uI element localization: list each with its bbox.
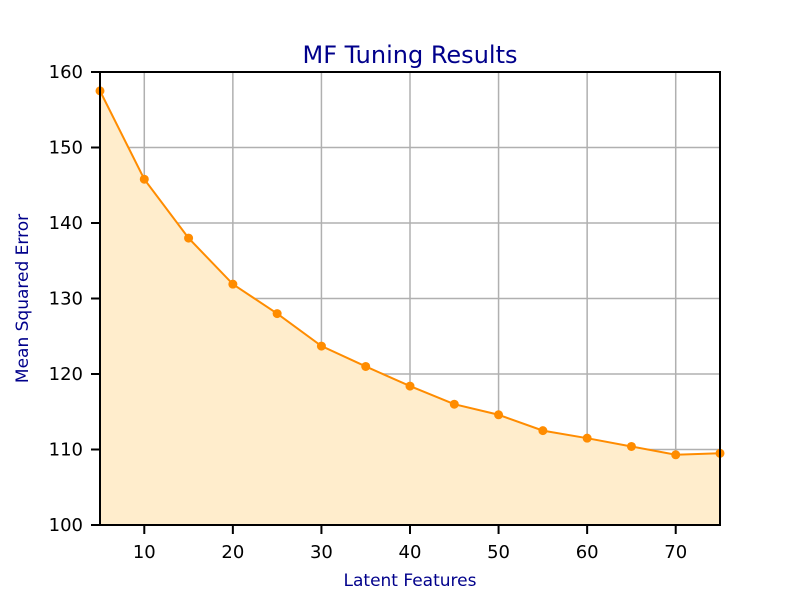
y-tick-label: 130: [49, 289, 83, 310]
area-fill: [100, 90, 720, 525]
ticks: 10 20 30 40 50 60 70 100 110 120 130 140 150 160: [49, 62, 688, 563]
data-point: [405, 381, 415, 391]
x-tick-label: 30: [310, 542, 333, 563]
data-point: [671, 450, 681, 460]
data-point: [361, 361, 371, 371]
y-tick-label: 110: [49, 440, 83, 461]
data-point: [494, 410, 504, 420]
x-tick-label: 20: [221, 542, 244, 563]
x-tick-label: 10: [133, 542, 156, 563]
data-point: [272, 309, 282, 319]
data-point: [582, 433, 592, 443]
x-tick-label: 60: [576, 542, 599, 563]
data-point: [626, 441, 636, 451]
data-point: [316, 341, 326, 351]
y-tick-label: 160: [49, 62, 83, 83]
data-point: [538, 426, 548, 436]
y-axis-label: Mean Squared Error: [13, 214, 33, 383]
data-point: [449, 399, 459, 409]
y-tick-label: 150: [49, 138, 83, 159]
y-tick-label: 140: [49, 213, 83, 234]
y-tick-label: 100: [49, 515, 83, 536]
data-point: [184, 233, 194, 243]
x-tick-label: 70: [664, 542, 687, 563]
x-axis-label: Latent Features: [344, 571, 477, 591]
x-tick-label: 50: [487, 542, 510, 563]
y-tick-label: 120: [49, 364, 83, 385]
x-tick-label: 40: [399, 542, 422, 563]
chart-title: MF Tuning Results: [303, 41, 518, 69]
data-point: [139, 174, 149, 184]
data-point: [228, 279, 238, 289]
